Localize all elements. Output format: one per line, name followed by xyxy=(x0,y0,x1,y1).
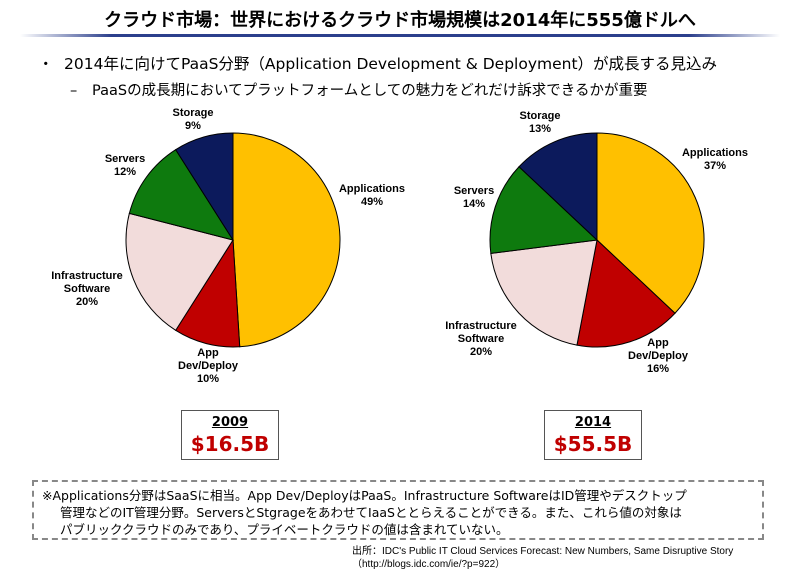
pie-slice-2014-app-dev-deploy xyxy=(576,239,676,348)
year-label-2009: 2009 xyxy=(211,415,249,430)
pie-slice-2014-applications xyxy=(596,132,705,314)
source-line-2: （http://blogs.idc.com/ie/?p=922） xyxy=(352,559,506,570)
bullet-text-2: PaaSの成長期においてプラットフォームとしての魅力をどれだけ訴求できるかが重要 xyxy=(92,83,648,99)
slice-label-2014-app-dev-deploy: App Dev/Deploy 16% xyxy=(628,337,689,375)
footnote-line-1: ※Applications分野はSaaSに相当。App Dev/DeployはP… xyxy=(42,488,687,503)
bullet-text-1: 2014年に向けてPaaS分野（Application Development … xyxy=(64,55,718,73)
slice-label-2009-servers: Servers 12% xyxy=(105,153,145,178)
pie-slice-2009-applications xyxy=(232,132,341,348)
pie-slice-2014-storage xyxy=(518,132,598,242)
year-label-2014: 2014 xyxy=(574,415,612,430)
footnote-line-3: パブリッククラウドのみであり、プライベートクラウドの値は含まれていない。 xyxy=(60,522,509,537)
pie-slice-2009-infrastructure-software xyxy=(125,212,234,332)
page-title: クラウド市場：世界におけるクラウド市場規模は2014年に555億ドルへ xyxy=(104,10,696,31)
slice-label-2009-infrastructure-software: Infrastructure Software 20% xyxy=(51,270,123,308)
bullet-marker: ・ xyxy=(38,55,54,73)
slice-label-2014-infrastructure-software: Infrastructure Software 20% xyxy=(445,320,517,358)
year-box-2014: 2014 $55.5B xyxy=(544,410,642,460)
pie-slice-2014-infrastructure-software xyxy=(490,239,598,346)
bullet-point-2: – PaaSの成長期においてプラットフォームとしての魅力をどれだけ訴求できるかが重… xyxy=(70,79,647,100)
pie-slice-2009-servers xyxy=(128,148,235,241)
market-total-2014: $55.5B xyxy=(553,432,633,456)
slice-label-2009-storage: Storage 9% xyxy=(173,107,214,132)
footnote-line-2: 管理などのIT管理分野。ServersとStgrageをあわせてIaaSととらえ… xyxy=(60,505,682,520)
market-total-2009: $16.5B xyxy=(190,432,270,456)
slice-label-2014-applications: Applications 37% xyxy=(682,147,748,172)
source-citation: 出所：IDC's Public IT Cloud Services Foreca… xyxy=(352,545,733,571)
sub-bullet-marker: – xyxy=(70,83,78,99)
slice-label-2014-servers: Servers 14% xyxy=(454,185,494,210)
slice-label-2014-storage: Storage 13% xyxy=(520,110,561,135)
pie-slice-2009-storage xyxy=(174,132,234,242)
source-line-1: 出所：IDC's Public IT Cloud Services Foreca… xyxy=(352,546,734,557)
slice-label-2009-applications: Applications 49% xyxy=(339,183,405,208)
footnote-box: ※Applications分野はSaaSに相当。App Dev/DeployはP… xyxy=(32,480,764,540)
title-underline xyxy=(20,34,780,37)
slice-label-2009-app-dev-deploy: App Dev/Deploy 10% xyxy=(178,347,239,385)
year-box-2009: 2009 $16.5B xyxy=(181,410,279,460)
bullet-point-1: ・ 2014年に向けてPaaS分野（Application Development… xyxy=(38,52,717,74)
pie-slice-2014-servers xyxy=(489,166,599,254)
